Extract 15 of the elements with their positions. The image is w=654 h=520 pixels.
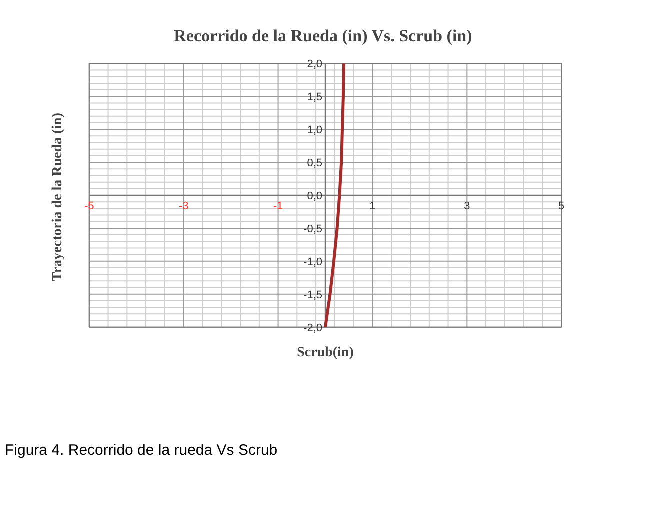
x-axis-title: Scrub(in) xyxy=(297,346,354,360)
y-tick-label: -1,0 xyxy=(304,256,323,268)
y-tick-label: -0,5 xyxy=(304,223,323,236)
chart-title: Recorrido de la Rueda (in) Vs. Scrub (in) xyxy=(174,26,472,46)
y-tick-label: -1,5 xyxy=(304,289,323,302)
x-tick-label: -1 xyxy=(273,200,284,212)
line-series xyxy=(324,62,346,329)
text: Figura 4. Recorrido de la rueda Vs Scrub xyxy=(5,441,278,461)
y-axis-title: Trayectoria de la Rueda (in) xyxy=(50,112,66,282)
y-tick-label: 0,5 xyxy=(307,158,323,170)
x-tick-label: -3 xyxy=(178,200,189,212)
x-tick-label: 3 xyxy=(464,200,470,212)
x-tick-label: 1 xyxy=(370,200,376,212)
y-tick-label: 1,5 xyxy=(307,92,323,104)
y-tick-label: 1,0 xyxy=(307,124,323,137)
